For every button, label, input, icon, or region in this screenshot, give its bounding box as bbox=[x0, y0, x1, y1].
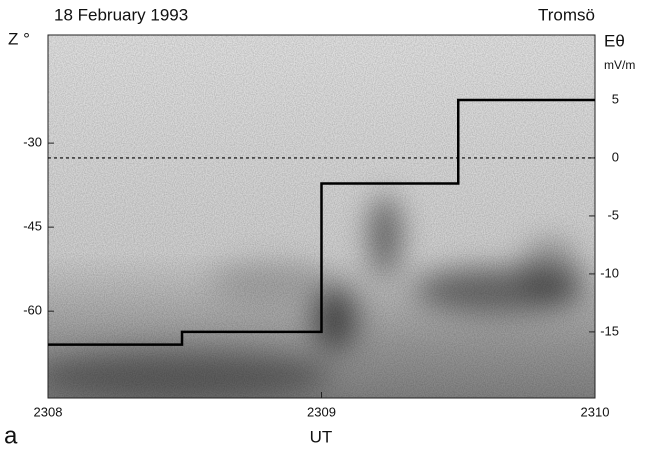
y-tick-label: -60 bbox=[23, 303, 42, 318]
y-axis-label: Z ° bbox=[8, 29, 30, 48]
y2-axis-label: Eθ bbox=[604, 31, 625, 50]
y2-tick-label: -15 bbox=[600, 323, 619, 338]
x-tick-label: 2308 bbox=[34, 404, 63, 419]
x-tick-label: 2310 bbox=[581, 404, 610, 419]
y2-tick-label: 0 bbox=[612, 149, 619, 164]
chart-title: 18 February 1993 bbox=[54, 5, 188, 24]
y-tick-label: -30 bbox=[23, 135, 42, 150]
x-tick-label: 2309 bbox=[307, 404, 336, 419]
y2-tick-label: 5 bbox=[612, 91, 619, 106]
step-line bbox=[48, 98, 595, 346]
y2-tick-label: -10 bbox=[600, 265, 619, 280]
x-axis-label: UT bbox=[310, 427, 333, 446]
panel-label: a bbox=[4, 422, 18, 449]
y2-unit: mV/m bbox=[604, 58, 635, 72]
y2-tick-label: -5 bbox=[607, 207, 619, 222]
location: Tromsö bbox=[538, 5, 595, 24]
y-tick-label: -45 bbox=[23, 219, 42, 234]
